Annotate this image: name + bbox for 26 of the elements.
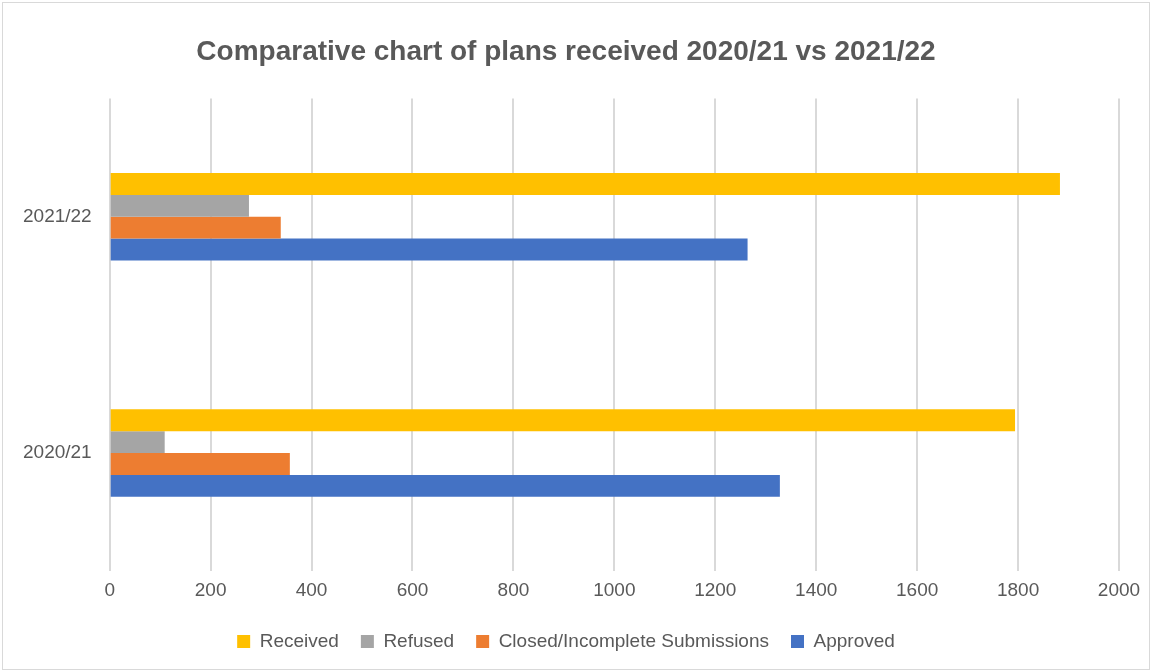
x-tick-label: 1200	[694, 578, 737, 600]
bar	[110, 474, 780, 497]
x-tick-label: 200	[194, 578, 227, 600]
chart-title: Comparative chart of plans received 2020/21 vs 2021/22	[196, 34, 936, 66]
x-tick-label: 1000	[593, 578, 636, 600]
x-tick-label: 2000	[1097, 578, 1141, 600]
x-tick-label: 800	[497, 578, 530, 600]
x-tick-label: 600	[396, 578, 429, 600]
x-tick-label: 1800	[996, 578, 1040, 600]
x-tick-label: 1400	[795, 578, 838, 600]
bar	[110, 453, 290, 475]
x-tick-label: 400	[295, 578, 328, 600]
bar	[110, 194, 249, 217]
bar	[110, 431, 165, 454]
y-tick-label: 2021/22	[22, 204, 92, 226]
bar	[110, 409, 1016, 432]
x-tick-label: 1600	[896, 578, 939, 600]
legend-label: Refused	[383, 629, 455, 651]
legend-label: Closed/Incomplete Submissions	[498, 629, 770, 651]
y-tick-label: 2020/21	[22, 441, 92, 463]
bar	[110, 216, 281, 239]
bar	[110, 173, 1060, 195]
bar	[110, 238, 748, 261]
x-tick-label: 0	[104, 578, 115, 600]
legend-label: Approved	[813, 629, 895, 651]
legend-label: Received	[259, 629, 339, 651]
